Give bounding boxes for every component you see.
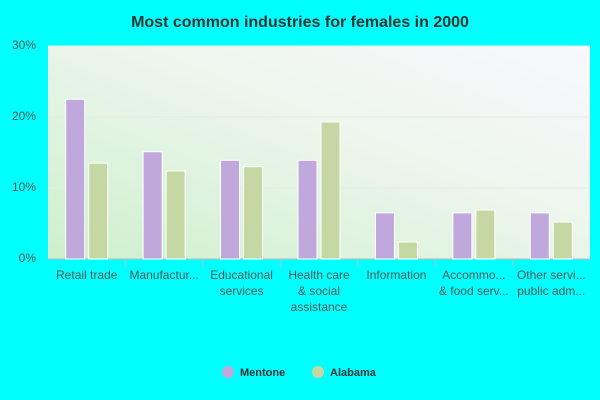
legend-swatch bbox=[312, 366, 324, 378]
bar bbox=[142, 151, 163, 260]
bar bbox=[475, 209, 496, 260]
bar bbox=[165, 170, 186, 260]
x-tick-label: Educational services bbox=[210, 268, 273, 298]
y-tick-label: 30% bbox=[12, 38, 36, 52]
bar bbox=[452, 212, 473, 260]
legend-label: Mentone bbox=[240, 367, 285, 379]
bar bbox=[243, 166, 264, 260]
bar bbox=[320, 121, 341, 260]
chart-title: Most common industries for females in 20… bbox=[131, 14, 469, 31]
bar bbox=[552, 221, 573, 260]
x-tick-label: Other servi... public adm... bbox=[517, 268, 586, 298]
y-tick-label: 20% bbox=[12, 109, 36, 123]
x-tick-label: Accommo... & food serv... bbox=[439, 268, 509, 298]
x-tick-label: Retail trade bbox=[56, 268, 118, 282]
bar bbox=[529, 212, 550, 260]
bar bbox=[220, 159, 241, 260]
plot-background bbox=[48, 46, 590, 259]
y-tick-label: 10% bbox=[12, 180, 36, 194]
x-tick-label: Manufactur... bbox=[129, 268, 198, 282]
bar bbox=[297, 159, 318, 260]
y-tick-label: 0% bbox=[19, 251, 37, 265]
bar bbox=[88, 162, 109, 260]
x-tick-label: Health care & social assistance bbox=[288, 268, 350, 314]
bar bbox=[374, 212, 395, 260]
legend-swatch bbox=[222, 366, 234, 378]
x-tick-label: Information bbox=[366, 268, 426, 282]
legend-label: Alabama bbox=[330, 367, 377, 379]
bar bbox=[397, 241, 418, 260]
bar bbox=[65, 98, 86, 260]
